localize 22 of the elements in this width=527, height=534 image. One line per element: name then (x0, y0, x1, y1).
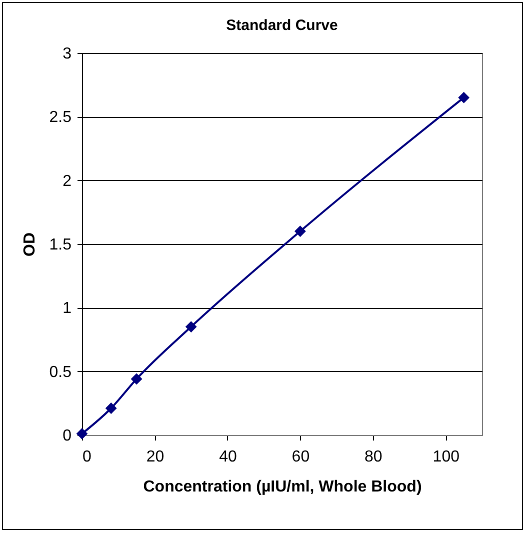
y-tick-label: 1 (62, 300, 72, 318)
point (458, 92, 470, 104)
y-tick-label: 2 (62, 172, 72, 190)
y-tick-label: 0.5 (49, 364, 72, 381)
x-tick-label: 20 (146, 448, 164, 466)
x-tick-label: 60 (292, 448, 310, 466)
x-tick-label: 80 (364, 448, 382, 466)
x-axis-title: Concentration (µIU/ml, Whole Blood) (143, 478, 422, 496)
y-tick-label: 1.5 (49, 236, 72, 254)
point (105, 402, 117, 414)
y-axis-title: OD (21, 232, 38, 256)
y-tick-label: 3 (62, 46, 72, 62)
y-tick-label: 0 (62, 428, 72, 444)
point (76, 428, 88, 440)
x-tick-label: 0 (82, 448, 92, 466)
point (130, 373, 142, 385)
point (294, 226, 306, 237)
x-tick-label: 40 (219, 448, 237, 466)
point (185, 321, 197, 332)
chart-title: Standard Curve (226, 17, 338, 34)
y-tick-label: 2.5 (49, 109, 72, 126)
x-tick-label: 100 (432, 448, 460, 466)
